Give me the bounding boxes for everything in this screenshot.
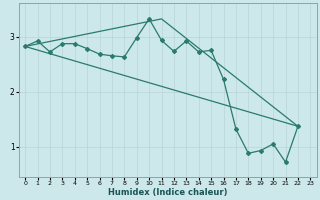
X-axis label: Humidex (Indice chaleur): Humidex (Indice chaleur) [108, 188, 228, 197]
